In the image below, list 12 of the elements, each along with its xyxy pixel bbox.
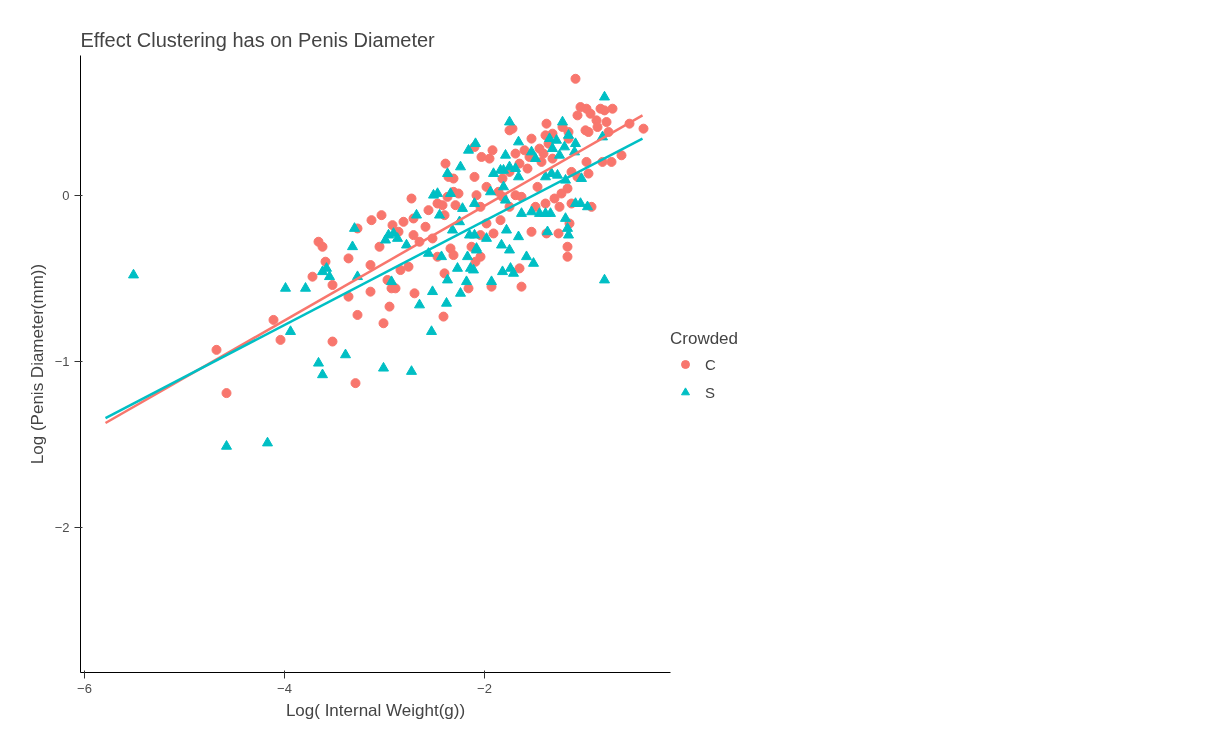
legend-label: S bbox=[705, 383, 716, 401]
y-tick-label: 0 bbox=[62, 187, 70, 203]
chart-title: Effect Clustering has on Penis Diameter bbox=[80, 28, 436, 51]
x-tick-label: −2 bbox=[477, 680, 492, 696]
y-tick-label: −1 bbox=[54, 354, 70, 370]
y-tick-label: −2 bbox=[54, 520, 70, 536]
x-tick-label: −6 bbox=[77, 680, 92, 696]
legend-label: C bbox=[705, 355, 717, 373]
legend-title: Crowded bbox=[670, 329, 739, 349]
x-axis-title: Log( Internal Weight(g)) bbox=[285, 700, 466, 720]
y-axis-title: Log (Penis Diameter(mm)) bbox=[27, 263, 47, 465]
x-tick-label: −4 bbox=[277, 680, 292, 696]
